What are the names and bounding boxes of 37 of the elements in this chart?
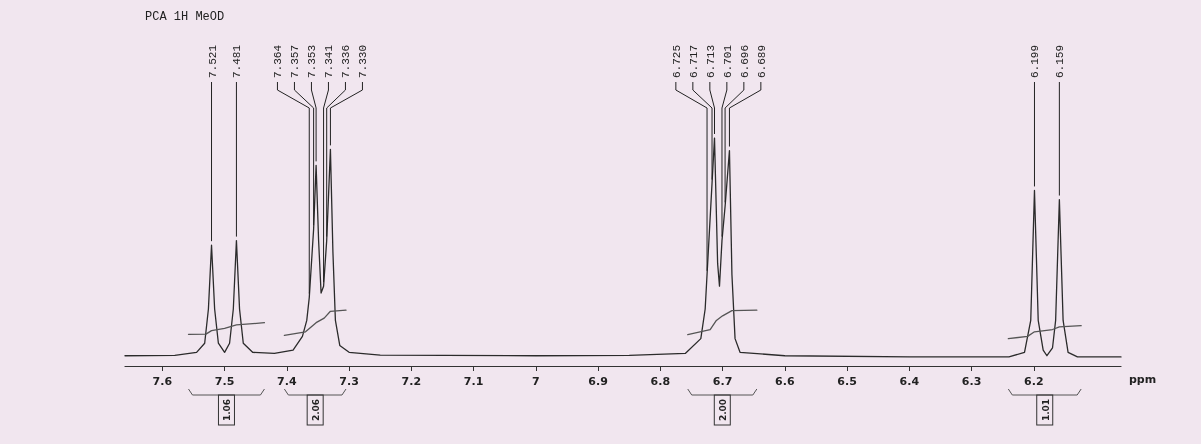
annotation: 6.159 [1054,44,1067,78]
x-tick-label: 7.6 [152,375,173,388]
x-tick-label: 6.3 [961,375,982,388]
x-tick-label: 6.2 [1024,375,1044,388]
annotation: 7.353 [306,44,319,78]
annotation: 6.713 [704,44,717,78]
x-tick-label: 6.5 [837,375,857,388]
x-tick-label: 7.3 [339,375,359,388]
annotation: 7.336 [340,44,353,78]
x-axis-title: ppm [1129,373,1157,386]
x-tick-label: 7 [532,375,540,388]
text: 1.06 [222,398,233,422]
x-tick-label: 7.2 [401,375,422,388]
x-tick-label: 6.4 [899,375,920,388]
x-tick-label: 7.1 [463,375,484,388]
x-tick-label: 7.4 [277,375,297,388]
annotation: 7.481 [231,44,244,78]
annotation: 7.521 [206,44,219,78]
x-tick-label: 6.8 [650,375,671,388]
x-tick-label: 6.6 [775,375,795,388]
annotation: 6.199 [1029,44,1042,78]
text: 2.00 [718,398,729,422]
annotation: 6.725 [670,44,683,78]
x-tick-label: 6.7 [712,375,733,388]
x-tick-label: 7.5 [214,375,235,388]
annotation: 6.701 [721,44,734,78]
annotation: 7.357 [289,44,302,78]
annotation: 6.689 [755,44,768,78]
annotation: 6.717 [687,44,700,78]
text: 2.06 [311,398,322,422]
annotation: 6.696 [738,44,751,78]
chart-title: PCA 1H MeOD [145,10,225,24]
x-tick-label: 6.9 [588,375,608,388]
annotation: 7.330 [357,44,370,78]
annotation: 7.341 [323,44,336,78]
text: 1.01 [1040,398,1051,422]
annotation: 7.364 [272,44,285,78]
